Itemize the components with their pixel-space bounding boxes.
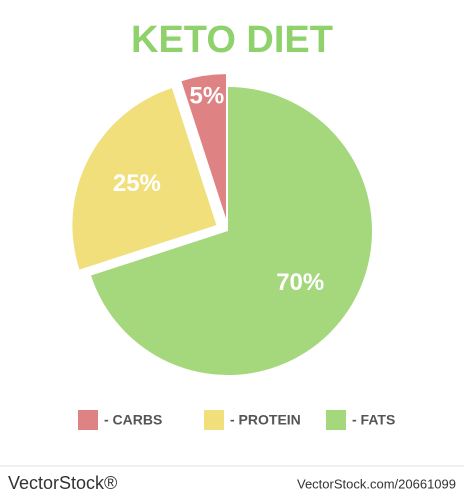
- footer-brand: VectorStock®: [8, 473, 117, 493]
- legend-swatch: [326, 410, 346, 430]
- legend-swatch: [204, 410, 224, 430]
- legend-swatch: [78, 410, 98, 430]
- pie-slice: [181, 74, 226, 219]
- value-label: 70%: [276, 269, 324, 296]
- pie-slice: [72, 88, 217, 270]
- pie-slice: [91, 87, 373, 375]
- legend-label: - CARBS: [104, 412, 162, 428]
- legend-label: - PROTEIN: [230, 412, 301, 428]
- footer-url: VectorStock.com/20661099: [297, 476, 456, 491]
- value-label: 5%: [189, 83, 224, 110]
- legend-label: - FATS: [352, 412, 395, 428]
- value-label: 25%: [113, 170, 161, 197]
- chart-title: KETO DIET: [131, 19, 333, 61]
